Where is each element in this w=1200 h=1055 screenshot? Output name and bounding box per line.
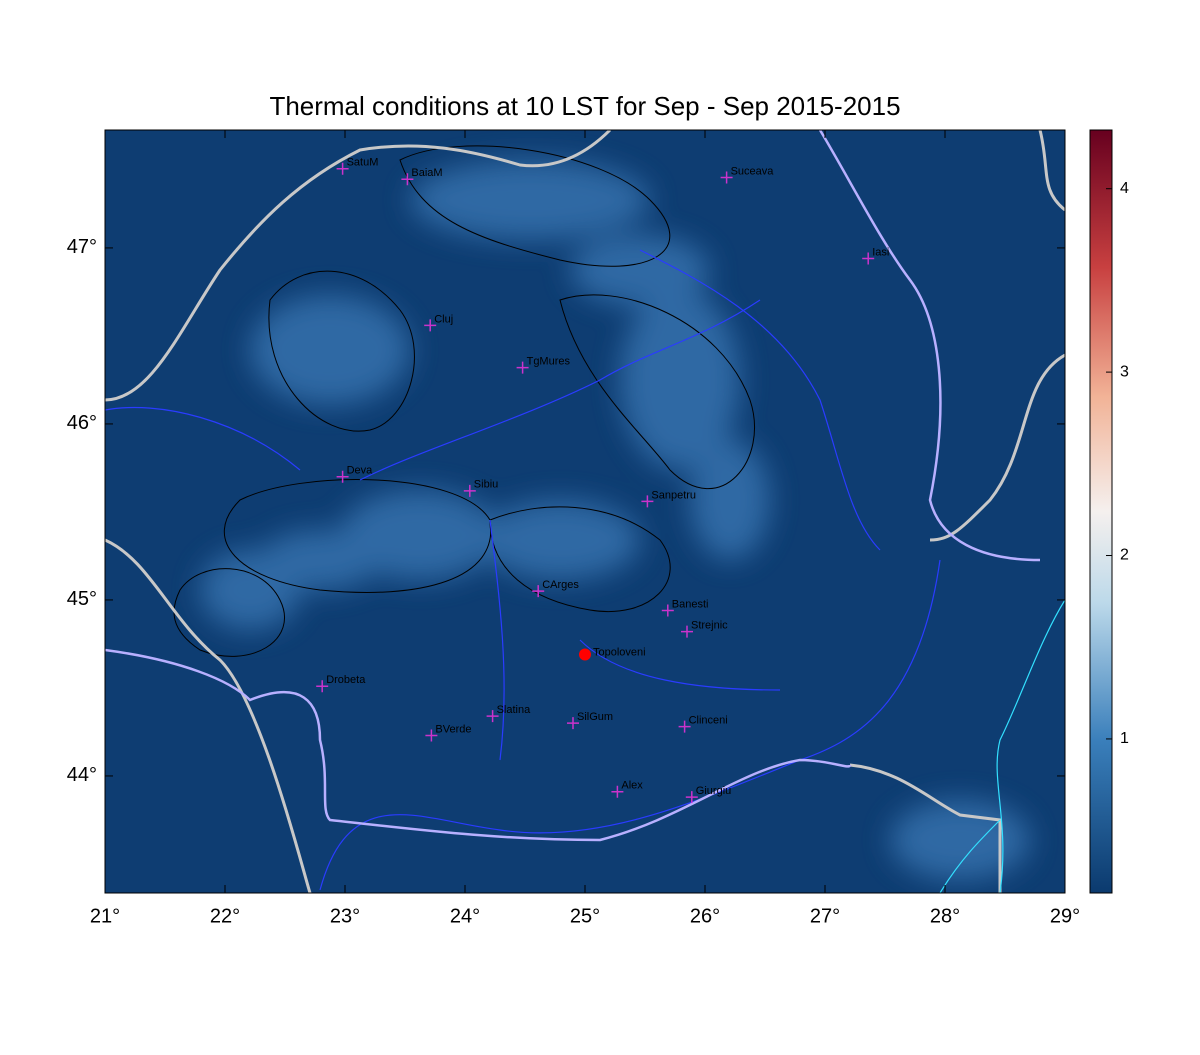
station-label: Giurgiu: [696, 785, 731, 797]
map-area: [105, 130, 1065, 893]
y-tick-label: 44°: [67, 764, 97, 786]
station-label: Strejnic: [691, 620, 728, 632]
map-title: Thermal conditions at 10 LST for Sep - S…: [269, 91, 900, 121]
colorbar-tick-label: 4: [1120, 180, 1129, 197]
coastline: [939, 599, 1065, 893]
station-marker: [532, 585, 545, 598]
colorbar-tick-label: 2: [1120, 547, 1129, 564]
station-marker: [720, 171, 733, 184]
station-marker: [567, 717, 579, 730]
station-label: CArges: [542, 579, 579, 591]
station-marker: [425, 729, 438, 742]
station-label: SilGum: [577, 711, 613, 723]
station-marker: [401, 173, 414, 186]
y-tick-label: 46°: [67, 412, 97, 434]
station-marker: [336, 162, 349, 175]
station-marker: [516, 361, 529, 374]
station-label: SatuM: [347, 157, 379, 169]
station-label: Slatina: [497, 704, 532, 716]
station-label: Cluj: [434, 313, 453, 325]
station-marker: [611, 785, 624, 798]
station-label: Banesti: [672, 598, 709, 610]
colorbar-tick-label: 3: [1120, 363, 1129, 380]
contours: [173, 145, 755, 657]
station-marker: [685, 791, 698, 804]
station-label: Deva: [347, 465, 374, 477]
station-marker: [661, 604, 674, 617]
field-highlights: [200, 160, 1030, 880]
x-tick-label: 29°: [1050, 905, 1080, 927]
romania-border: [105, 130, 1041, 842]
y-tick-label: 45°: [67, 588, 97, 610]
station-label: Sibiu: [474, 479, 498, 491]
highlight-station: [579, 648, 591, 661]
x-tick-label: 21°: [90, 905, 120, 927]
station-marker: [463, 484, 476, 497]
colorbar-tick-label: 1: [1120, 730, 1129, 747]
station-label: Drobeta: [326, 674, 366, 686]
station-label: Suceava: [731, 165, 775, 177]
y-tick-label: 47°: [67, 236, 97, 258]
colorbar: [1089, 129, 1113, 894]
station-label: BVerde: [435, 723, 471, 735]
station-marker: [681, 625, 693, 638]
station-label: Alex: [621, 780, 643, 792]
station-marker: [424, 319, 437, 332]
station-label: Sanpetru: [651, 489, 696, 501]
station-marker: [336, 470, 349, 483]
x-tick-label: 23°: [330, 905, 360, 927]
x-tick-label: 27°: [810, 905, 840, 927]
x-tick-label: 25°: [570, 905, 600, 927]
x-tick-label: 24°: [450, 905, 480, 927]
station-label: Clinceni: [689, 715, 728, 727]
station-marker: [862, 252, 875, 265]
station-marker: [641, 495, 654, 508]
station-label: TgMures: [527, 356, 571, 368]
station-marker: [678, 720, 691, 733]
station-label: Iasi: [872, 246, 889, 258]
rivers: [105, 249, 941, 891]
station-marker: [486, 710, 499, 723]
station-label: BaiaM: [411, 167, 442, 179]
x-tick-label: 22°: [210, 905, 240, 927]
highlight-label: Topoloveni: [593, 646, 646, 658]
x-tick-label: 28°: [930, 905, 960, 927]
station-marker: [316, 680, 329, 693]
x-tick-label: 26°: [690, 905, 720, 927]
